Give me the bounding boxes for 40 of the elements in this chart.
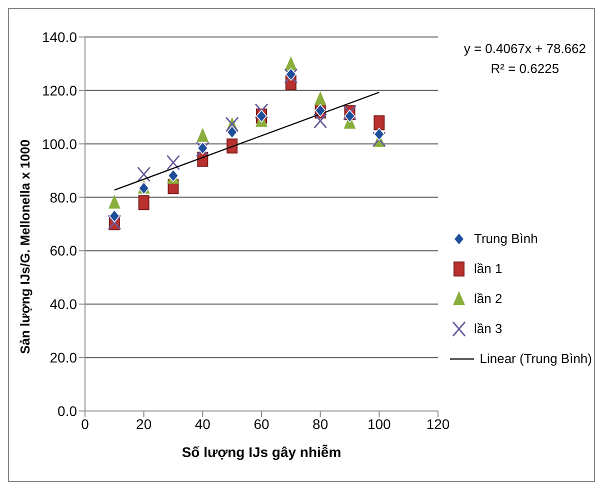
point (344, 110, 356, 122)
y-axis-title: Sản lượng IJs/G. Mellonella x 1000 (18, 140, 33, 354)
point (284, 68, 298, 84)
y-tick-label: 60.0 (50, 242, 78, 259)
legend-label: Linear (Trung Bình) (480, 350, 592, 368)
point (226, 126, 238, 139)
legend-label: lần 1 (474, 260, 502, 278)
y-tick-label: 0.0 (58, 402, 78, 419)
point (138, 195, 150, 210)
point (314, 91, 326, 106)
x-tick-label: 80 (312, 416, 328, 432)
point (286, 68, 296, 81)
x-tick-label: 40 (194, 416, 211, 432)
y-tick-label: 140.0 (42, 28, 78, 45)
point (108, 194, 120, 209)
x-tick-label: 120 (426, 416, 450, 432)
x-tick-label: 20 (136, 416, 152, 432)
y-tick-label: 80.0 (50, 189, 78, 206)
x-tick-label: 100 (367, 416, 392, 432)
x-tick-label: 0 (81, 416, 90, 432)
point (196, 128, 209, 142)
y-tick-label: 40.0 (50, 296, 78, 312)
point (254, 103, 268, 119)
x-axis-title: Số lượng IJs gây nhiễm (182, 444, 342, 460)
text: y = 0.4067x + 78.662 (464, 40, 586, 58)
point (166, 154, 180, 170)
point (314, 113, 328, 129)
legend-label: Trung Bình (474, 230, 538, 248)
y-tick-label: 20.0 (50, 350, 78, 366)
y-tick-label: 120.0 (42, 82, 78, 98)
text: R² = 0.6225 (490, 60, 560, 78)
point (137, 166, 151, 182)
point (109, 210, 120, 222)
y-tick-label: 100.0 (42, 136, 78, 152)
legend-label: lần 2 (474, 290, 502, 308)
legend-label: lần 3 (474, 320, 502, 338)
point (374, 115, 385, 130)
x-tick-label: 60 (254, 416, 270, 432)
point (374, 128, 385, 141)
point (226, 138, 238, 154)
